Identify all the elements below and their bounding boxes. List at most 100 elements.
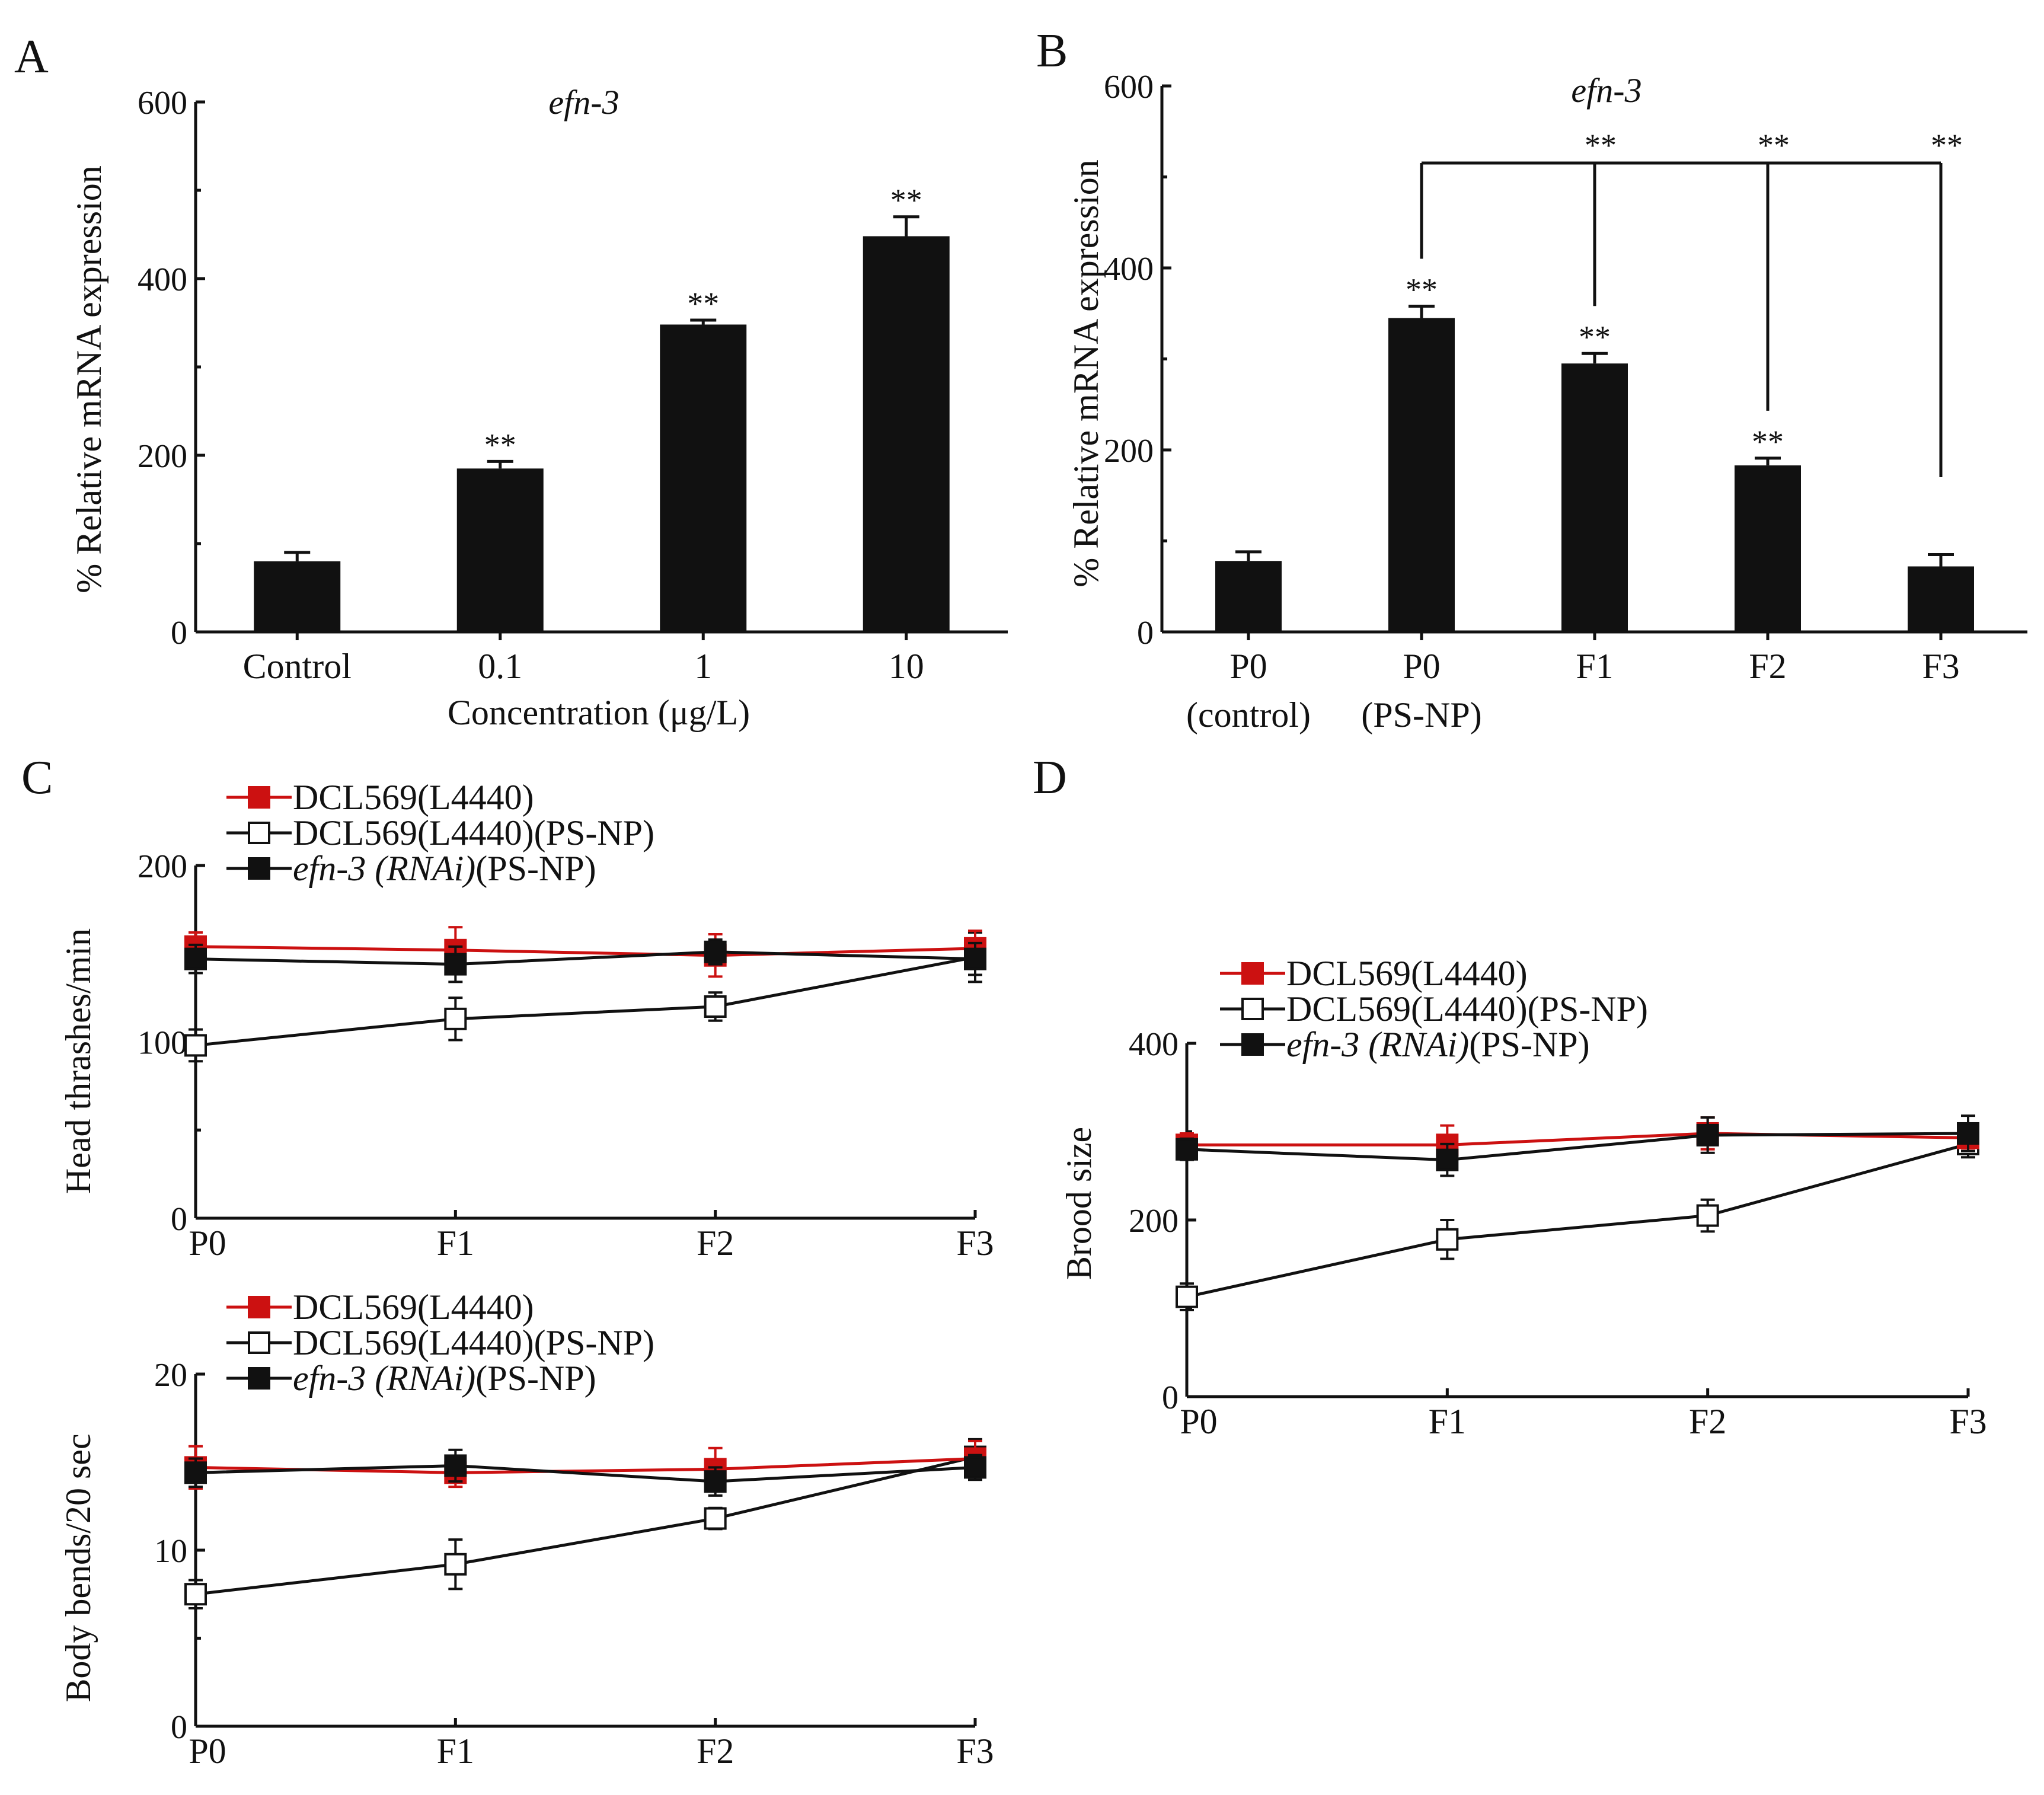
panel-c-series-2-line — [195, 950, 976, 966]
panel-c-y-tick-label-2: 200 — [138, 848, 187, 885]
panel-d-legend-label-0: DCL569(L4440) — [1286, 954, 1528, 993]
panel-a-significance-1: ** — [484, 427, 516, 462]
panel-b-y-tick-label-0: 0 — [1137, 615, 1154, 651]
panel-d-y-tick-label-1: 200 — [1129, 1203, 1179, 1240]
panel-c-x-tick-label-2: F2 — [697, 1224, 734, 1263]
panel-c2-series-1-line — [195, 1455, 976, 1596]
panel-d-series-1-line — [1186, 1142, 1969, 1299]
panel-d-series-2-line — [1186, 1132, 1969, 1162]
panel-c2-legend-label-suffix: (PS-NP) — [475, 1359, 596, 1398]
panel-d-x-tick-label-0: P0 — [1180, 1402, 1217, 1441]
panel-c2-series-2-marker-0 — [184, 1461, 207, 1484]
panel-c-series-2-marker-0 — [184, 947, 207, 970]
panel-c-legend-marker-1 — [248, 822, 270, 844]
panel-d-series-1-marker-0 — [1176, 1285, 1198, 1308]
panel-c-x-tick-label-3: F3 — [956, 1224, 994, 1263]
panel-b-bar-chart: efn-3 % Relative mRNA expression 0 200 400… — [1066, 69, 2027, 734]
panel-c2-series-1-marker-0 — [184, 1583, 207, 1606]
panel-c-y-tick-label-1: 100 — [138, 1025, 187, 1062]
panel-c-series-2-marker-2 — [704, 940, 727, 963]
panel-a-title: efn-3 — [548, 83, 619, 122]
panel-d-legend-marker-0 — [1241, 962, 1264, 985]
panel-a-y-tick-label-2: 400 — [138, 261, 187, 298]
panel-b-bar-2 — [1561, 363, 1628, 632]
panel-a-x-tick-label-0: Control — [243, 647, 352, 686]
panel-c2-x-tick-label-3: F3 — [956, 1732, 994, 1771]
panel-c2-legend-label-italic: efn-3 (RNAi) — [293, 1359, 475, 1398]
panel-a-x-tick-label-2: 1 — [694, 647, 712, 686]
panel-a-x-tick-label-3: 10 — [889, 647, 924, 686]
panel-d-x-tick-label-1: F1 — [1429, 1402, 1466, 1441]
panel-a-significance-3: ** — [890, 183, 922, 218]
panel-c2-series-1-marker-1 — [444, 1553, 467, 1576]
panel-c-legend-label-0: DCL569(L4440) — [293, 778, 534, 817]
panel-c-x-tick-label-0: P0 — [189, 1224, 226, 1263]
panel-a-bar-3 — [863, 236, 950, 633]
panel-d-series-2-marker-3 — [1957, 1122, 1979, 1145]
panel-d-series-2-marker-2 — [1696, 1123, 1719, 1146]
panel-c-legend-label-suffix: (PS-NP) — [475, 849, 596, 888]
panel-a-significance-2: ** — [687, 286, 719, 321]
panel-b-y-tick-label-2: 400 — [1104, 251, 1154, 288]
panel-c-series-0-line — [195, 945, 976, 957]
panel-b-bracket-significance-1: ** — [1758, 127, 1790, 163]
panel-d-series-2-marker-0 — [1176, 1138, 1198, 1161]
panel-c-series-1-marker-2 — [704, 995, 727, 1018]
panel-c-series-1-marker-0 — [184, 1034, 207, 1057]
panel-letter-d: D — [1033, 752, 1067, 804]
panel-b-x-sublabel-0: (control) — [1186, 695, 1311, 734]
panel-letter-a: A — [14, 31, 49, 83]
panel-c-legend-label-2: efn-3 (RNAi)(PS-NP) — [293, 849, 596, 888]
panel-c2-y-axis-label: Body bends/20 sec — [59, 1433, 98, 1702]
panel-c-series-1-line — [195, 956, 976, 1047]
panel-b-bar-4 — [1908, 566, 1974, 632]
panel-a-y-tick-label-0: 0 — [171, 615, 187, 651]
panel-a-y-tick-label-1: 200 — [138, 438, 187, 475]
panel-a-bar-0 — [254, 561, 341, 632]
panel-b-x-tick-label-3: F2 — [1749, 647, 1786, 686]
panel-d-legend-label-2: efn-3 (RNAi)(PS-NP) — [1286, 1025, 1590, 1064]
panel-d-x-tick-label-2: F2 — [1689, 1402, 1726, 1441]
panel-b-y-tick-label-1: 200 — [1104, 433, 1154, 469]
panel-c-legend-marker-2 — [248, 857, 270, 880]
panel-c-x-tick-label-1: F1 — [437, 1224, 474, 1263]
panel-c2-y-tick-label-2: 20 — [154, 1357, 187, 1394]
panel-b-significance-3: ** — [1752, 424, 1784, 459]
panel-c2-series-2-line — [195, 1464, 976, 1483]
panel-b-bar-1 — [1388, 318, 1455, 632]
panel-a-bar-chart: efn-3 % Relative mRNA expression Concent… — [69, 83, 1008, 732]
panel-b-x-tick-label-1: P0 — [1403, 647, 1440, 686]
panel-a-bar-1 — [456, 468, 544, 632]
panel-b-significance-1: ** — [1406, 272, 1438, 307]
panel-b-y-tick-label-3: 600 — [1104, 69, 1154, 106]
panel-a-bar-2 — [660, 324, 747, 632]
panel-d-y-tick-label-0: 0 — [1162, 1379, 1179, 1416]
panel-d-legend-label-italic: efn-3 (RNAi) — [1286, 1025, 1469, 1064]
panel-c2-legend-label-1: DCL569(L4440)(PS-NP) — [293, 1323, 654, 1362]
panel-b-x-tick-label-4: F3 — [1922, 647, 1959, 686]
panel-c2-series-1-marker-2 — [704, 1507, 727, 1530]
panel-c2-x-tick-label-0: P0 — [189, 1732, 226, 1771]
panel-c2-series-2-marker-1 — [444, 1454, 467, 1477]
panel-c-head-thrashes-chart: Head thrashes/min DCL569(L4440)DCL569(L4… — [59, 778, 994, 1263]
panel-d-legend-label-suffix: (PS-NP) — [1469, 1025, 1589, 1064]
panel-b-x-tick-label-2: F1 — [1576, 647, 1613, 686]
panel-b-y-axis-label: % Relative mRNA expression — [1066, 159, 1106, 587]
panel-a-y-axis-label: % Relative mRNA expression — [69, 165, 108, 593]
panel-b-significance-2: ** — [1579, 319, 1611, 354]
panel-d-legend-marker-2 — [1241, 1033, 1264, 1056]
panel-c-y-axis-label: Head thrashes/min — [59, 928, 98, 1194]
panel-d-brood-size-chart: Brood size DCL569(L4440)DCL569(L4440)(PS… — [1059, 954, 1987, 1441]
panel-c-y-tick-label-0: 0 — [171, 1201, 187, 1238]
panel-c2-x-tick-label-1: F1 — [437, 1732, 474, 1771]
panel-c2-legend-marker-0 — [248, 1296, 270, 1318]
panel-d-y-tick-label-2: 400 — [1129, 1026, 1179, 1063]
panel-b-x-tick-label-0: P0 — [1229, 647, 1267, 686]
panel-c-series-2-marker-3 — [964, 947, 986, 970]
panel-a-x-axis-label: Concentration (μg/L) — [448, 693, 750, 732]
panel-c2-series-2-marker-3 — [964, 1456, 986, 1479]
panel-c-series-2-marker-1 — [444, 953, 467, 976]
panel-c2-y-tick-label-0: 0 — [171, 1709, 187, 1746]
panel-letter-c: C — [21, 752, 53, 804]
